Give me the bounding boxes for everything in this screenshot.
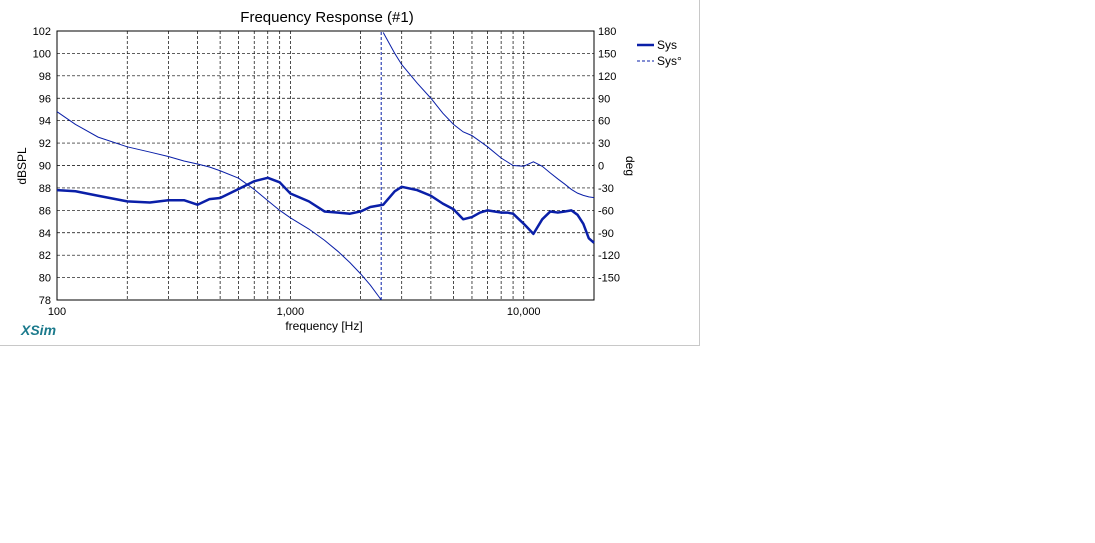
series bbox=[56, 31, 595, 301]
y2-tick-label: -30 bbox=[598, 183, 614, 195]
x-tick-label: 1,000 bbox=[277, 306, 305, 318]
y-tick-label: 96 bbox=[39, 93, 51, 105]
y-tick-label: 78 bbox=[39, 295, 51, 307]
y2-tick-label: 30 bbox=[598, 138, 610, 150]
plot-frame bbox=[56, 30, 595, 301]
y-tick-label: 102 bbox=[33, 26, 51, 38]
y-tick-label: 84 bbox=[39, 228, 51, 240]
y2-tick-label: -60 bbox=[598, 205, 614, 217]
chart-panel: Frequency Response (#1) dBSPL deg freque… bbox=[0, 0, 700, 346]
x-axis-label: frequency [Hz] bbox=[285, 319, 362, 333]
y2-tick-label: -150 bbox=[598, 273, 620, 285]
ticks: 78 80 82 84 86 88 90 92 94 96 98 100 102 180 150 120 90 6… bbox=[33, 26, 620, 318]
frequency-response-chart: Frequency Response (#1) dBSPL deg freque… bbox=[15, 9, 682, 333]
x-tick-label: 10,000 bbox=[507, 306, 541, 318]
legend: Sys Sys° bbox=[637, 38, 682, 68]
y-tick-label: 98 bbox=[39, 71, 51, 83]
y2-tick-label: 60 bbox=[598, 116, 610, 128]
grid bbox=[56, 30, 595, 301]
y2-axis-label: deg bbox=[623, 156, 637, 176]
series-line-sys-phase bbox=[382, 32, 595, 199]
y2-tick-label: 120 bbox=[598, 71, 616, 83]
y-tick-label: 88 bbox=[39, 183, 51, 195]
y-tick-label: 90 bbox=[39, 161, 51, 173]
series-line-sys-phase bbox=[56, 111, 382, 301]
y2-tick-label: 90 bbox=[598, 93, 610, 105]
chart-title: Frequency Response (#1) bbox=[240, 9, 413, 26]
y-tick-label: 92 bbox=[39, 138, 51, 150]
y-tick-label: 82 bbox=[39, 250, 51, 262]
y-tick-label: 94 bbox=[39, 116, 51, 128]
y2-tick-label: 0 bbox=[598, 161, 604, 173]
y2-tick-label: 180 bbox=[598, 26, 616, 38]
x-tick-label: 100 bbox=[48, 306, 66, 318]
series-line-sys bbox=[56, 176, 595, 244]
y-tick-label: 86 bbox=[39, 205, 51, 217]
xsim-logo: XSim bbox=[21, 322, 57, 338]
y-axis-label: dBSPL bbox=[15, 147, 29, 185]
y2-tick-label: 150 bbox=[598, 48, 616, 60]
y-tick-label: 100 bbox=[33, 48, 51, 60]
y-tick-label: 80 bbox=[39, 273, 51, 285]
y2-tick-label: -90 bbox=[598, 228, 614, 240]
legend-label-sys-phase: Sys° bbox=[657, 54, 682, 68]
y2-tick-label: -120 bbox=[598, 250, 620, 262]
legend-label-sys: Sys bbox=[657, 38, 677, 52]
